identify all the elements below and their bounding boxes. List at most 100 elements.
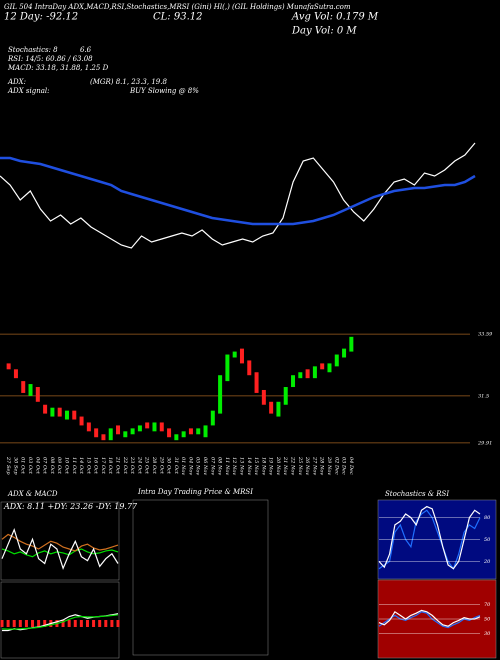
histogram-bar bbox=[92, 620, 96, 627]
x-tick-label: 31 Oct bbox=[173, 457, 179, 475]
candle bbox=[21, 381, 26, 393]
histogram-bar bbox=[104, 620, 108, 627]
candle bbox=[181, 431, 186, 438]
histogram-bar bbox=[12, 620, 16, 627]
x-tick-label: 04 Dec bbox=[348, 457, 354, 475]
x-tick-label: 23 Oct bbox=[129, 456, 135, 475]
candle bbox=[137, 425, 142, 432]
adx-label: ADX: bbox=[7, 78, 26, 86]
x-tick-label: 27 Sep bbox=[5, 456, 11, 475]
x-tick-label: 16 Oct bbox=[93, 457, 99, 475]
x-tick-label: 28 Nov bbox=[319, 456, 325, 475]
series-line bbox=[378, 611, 481, 629]
histogram-bar bbox=[31, 620, 35, 627]
candle bbox=[312, 366, 317, 379]
x-tick-label: 21 Oct bbox=[115, 456, 121, 475]
histogram-bar bbox=[73, 620, 77, 627]
x-tick-label: 12 Nov bbox=[231, 457, 237, 475]
candle bbox=[108, 428, 113, 441]
candle bbox=[349, 336, 354, 352]
candle bbox=[145, 422, 150, 429]
candle bbox=[13, 369, 18, 379]
candle bbox=[86, 422, 91, 432]
x-tick-label: 14 Oct bbox=[78, 457, 84, 475]
x-tick-label: 15 Nov bbox=[253, 457, 259, 475]
candle bbox=[167, 428, 172, 438]
panel-label: ADX: 8.11 +DY: 23.26 -DY: 19.77 bbox=[3, 502, 138, 511]
x-tick-label: 04 Nov bbox=[187, 457, 193, 475]
y-tick-label: 30 bbox=[484, 631, 491, 637]
series-line bbox=[378, 509, 481, 570]
x-tick-label: 07 Nov bbox=[209, 457, 215, 475]
panel-title: ADX & MACD bbox=[7, 490, 58, 498]
x-tick-label: 08 Nov bbox=[217, 457, 223, 475]
series-line bbox=[1, 614, 119, 630]
candle bbox=[210, 410, 215, 426]
histogram-bar bbox=[98, 620, 102, 627]
candle bbox=[174, 434, 179, 441]
candle bbox=[64, 410, 69, 420]
candle bbox=[159, 422, 164, 432]
x-tick-label: 07 Oct bbox=[42, 457, 48, 475]
y-tick-label: 29.91 bbox=[477, 440, 492, 446]
x-tick-label: 22 Oct bbox=[122, 456, 128, 475]
candle bbox=[254, 372, 259, 393]
x-tick-label: 13 Nov bbox=[238, 457, 244, 475]
signal-value: BUY Slowing @ 8% bbox=[129, 87, 199, 95]
histogram-bar bbox=[24, 620, 28, 627]
histogram-bar bbox=[61, 620, 65, 627]
candle bbox=[43, 404, 48, 414]
candle bbox=[35, 387, 40, 402]
panel-frame bbox=[0, 501, 120, 581]
x-tick-label: 17 Oct bbox=[100, 457, 106, 475]
candle bbox=[239, 348, 244, 364]
candle bbox=[28, 384, 33, 396]
candle bbox=[57, 407, 62, 417]
candle bbox=[283, 387, 288, 405]
histogram-bar bbox=[6, 620, 10, 627]
candle bbox=[218, 375, 223, 414]
x-tick-label: 18 Nov bbox=[260, 457, 266, 475]
candle bbox=[334, 354, 339, 367]
x-tick-label: 03 Oct bbox=[27, 457, 33, 475]
histogram-bar bbox=[116, 620, 120, 627]
x-tick-label: 05 Nov bbox=[195, 457, 201, 475]
x-tick-label: 10 Oct bbox=[63, 457, 69, 475]
panel-frame bbox=[132, 499, 269, 656]
x-tick-label: 18 Oct bbox=[107, 457, 113, 475]
candle bbox=[320, 363, 325, 370]
candle bbox=[72, 410, 77, 420]
candle bbox=[327, 363, 332, 373]
candle bbox=[203, 425, 208, 438]
x-tick-label: 19 Nov bbox=[268, 457, 274, 475]
header-right: (GIL Holdings) MunafaSutra.com bbox=[232, 3, 351, 11]
header-left: GIL 504 IntraDay ADX,MACD,RSI,Stochastic… bbox=[4, 3, 230, 11]
x-tick-label: 04 Oct bbox=[34, 457, 40, 475]
histogram-bar bbox=[37, 620, 41, 627]
series-line bbox=[0, 156, 476, 226]
x-tick-label: 01 Oct bbox=[20, 457, 26, 475]
x-tick-label: 25 Nov bbox=[297, 456, 303, 475]
candle bbox=[6, 363, 11, 370]
close: CL: 93.12 bbox=[153, 12, 202, 23]
x-tick-label: 20 Nov bbox=[275, 456, 281, 475]
candle bbox=[188, 428, 193, 435]
y-tick-label: 50 bbox=[484, 537, 491, 543]
x-tick-label: 03 Dec bbox=[341, 457, 347, 475]
day-vol: Day Vol: 0 M bbox=[291, 26, 357, 37]
rsi: RSI: 14/5: 60.86 / 63.08 bbox=[7, 55, 93, 63]
x-tick-label: 01 Nov bbox=[180, 457, 186, 475]
x-tick-label: 11 Nov bbox=[224, 457, 230, 475]
series-line bbox=[1, 533, 119, 552]
candle bbox=[305, 369, 310, 379]
x-tick-label: 29 Oct bbox=[158, 456, 164, 475]
y-tick-label: 50 bbox=[484, 617, 491, 623]
candle bbox=[298, 372, 303, 379]
series-line bbox=[378, 609, 481, 627]
x-tick-label: 28 Oct bbox=[151, 456, 157, 475]
x-tick-label: 30 Sep bbox=[12, 457, 18, 475]
candle bbox=[50, 407, 55, 417]
adx-value: (MGR) 8.1, 23.3, 19.8 bbox=[90, 78, 167, 86]
histogram-bar bbox=[0, 620, 4, 627]
panel-title: Stochastics & RSI bbox=[385, 490, 449, 498]
